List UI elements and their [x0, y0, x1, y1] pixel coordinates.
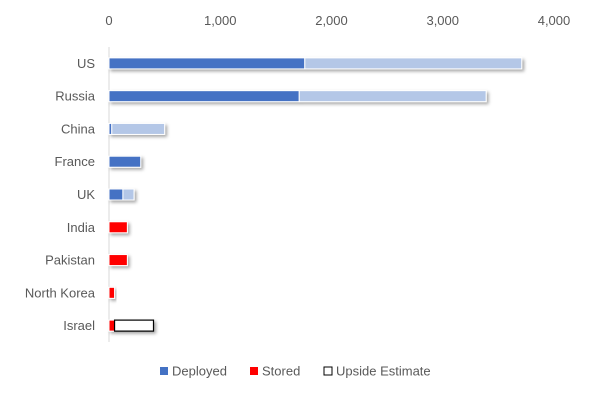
bar-upside-estimate — [113, 319, 155, 332]
category-label: India — [67, 220, 96, 235]
legend-swatch — [250, 367, 258, 375]
x-tick-label: 1,000 — [204, 13, 237, 28]
category-label: Pakistan — [45, 253, 95, 268]
x-tick-label: 3,000 — [426, 13, 459, 28]
bar-deployed — [108, 90, 300, 103]
category-label: North Korea — [25, 285, 96, 300]
legend-swatch — [160, 367, 168, 375]
bar-group — [108, 286, 116, 299]
bar-group — [108, 155, 142, 168]
category-label: UK — [77, 187, 95, 202]
bar-stored — [108, 254, 128, 267]
category-label: US — [77, 56, 95, 71]
category-label: Israel — [63, 318, 95, 333]
bar-group — [108, 254, 128, 267]
bar-stored — [122, 188, 135, 201]
bar-group — [108, 319, 155, 332]
bar-group — [108, 57, 523, 70]
legend-label: Deployed — [172, 364, 227, 379]
legend-label: Upside Estimate — [336, 364, 431, 379]
bar-stored — [111, 122, 166, 135]
x-tick-label: 0 — [105, 13, 112, 28]
bar-stored — [108, 319, 116, 332]
bar-stored — [108, 221, 128, 234]
bar-group — [108, 122, 166, 135]
bar-deployed — [108, 155, 142, 168]
bar-deployed — [108, 188, 124, 201]
bar-deployed — [108, 57, 306, 70]
category-label: China — [61, 121, 96, 136]
bar-stored — [298, 90, 487, 103]
bar-stored — [304, 57, 523, 70]
x-tick-label: 2,000 — [315, 13, 348, 28]
bar-stored — [108, 286, 116, 299]
bar-group — [108, 188, 135, 201]
category-label: France — [55, 154, 95, 169]
bar-group — [108, 90, 487, 103]
category-label: Russia — [55, 89, 96, 104]
x-tick-label: 4,000 — [538, 13, 571, 28]
legend-label: Stored — [262, 364, 300, 379]
bar-group — [108, 221, 128, 234]
legend-swatch — [323, 366, 333, 376]
